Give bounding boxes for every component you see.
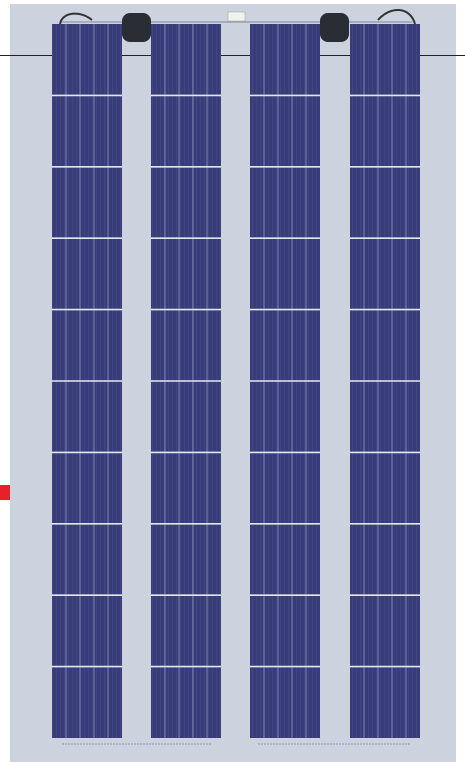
label-sticker	[227, 11, 246, 22]
marker	[0, 485, 10, 500]
cell-strips	[52, 24, 420, 745]
junction-box	[122, 13, 151, 42]
cable	[59, 12, 93, 25]
cable	[377, 9, 416, 25]
junction-box	[320, 13, 349, 42]
